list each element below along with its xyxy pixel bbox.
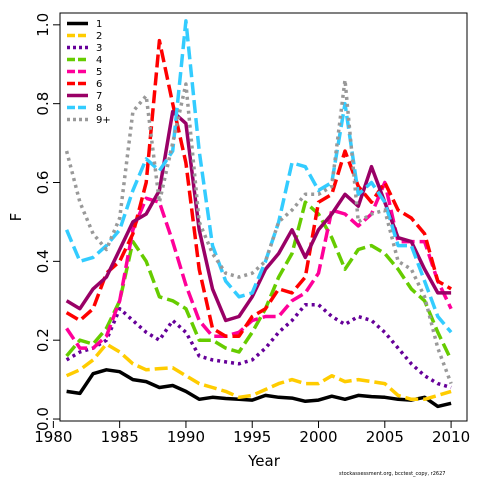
legend-label: 2 bbox=[96, 31, 102, 42]
x-tick-label: 2000 bbox=[299, 428, 337, 446]
series-line-8 bbox=[64, 19, 453, 334]
y-tick-label: 0.8 bbox=[34, 92, 52, 116]
y-axis-title: F bbox=[7, 213, 25, 222]
y-axis: 0.0 0.2 0.4 0.6 0.8 1.0 bbox=[34, 13, 60, 431]
x-tick-label: 1985 bbox=[101, 428, 139, 446]
legend-label: 6 bbox=[96, 79, 102, 90]
series-line-4 bbox=[65, 200, 453, 361]
x-tick-label: 1990 bbox=[167, 428, 205, 446]
y-tick-label: 0.4 bbox=[34, 249, 52, 273]
legend-label: 4 bbox=[96, 55, 102, 66]
x-tick-label: 1995 bbox=[233, 428, 271, 446]
legend-label: 9+ bbox=[96, 115, 111, 126]
series-line-9plus bbox=[64, 78, 453, 385]
x-tick-label: 2005 bbox=[366, 428, 404, 446]
legend-label: 5 bbox=[96, 67, 102, 78]
legend-label: 7 bbox=[96, 91, 102, 102]
x-axis-title: Year bbox=[247, 452, 281, 470]
y-tick-label: 0.6 bbox=[34, 171, 52, 195]
y-tick-label: 0.0 bbox=[34, 407, 52, 431]
legend-label: 1 bbox=[96, 19, 102, 30]
x-tick-label: 2010 bbox=[432, 428, 470, 446]
series-line-2 bbox=[65, 342, 452, 402]
series-line-1 bbox=[66, 368, 452, 409]
credit-text: stockassessment.org, bcctest_copy, r2627 bbox=[339, 471, 446, 477]
legend-label: 8 bbox=[96, 103, 102, 114]
y-tick-label: 0.2 bbox=[34, 328, 52, 352]
series-line-3 bbox=[65, 302, 452, 390]
plot-frame bbox=[59, 12, 468, 422]
legend-label: 3 bbox=[96, 43, 102, 54]
x-tick-label: 1980 bbox=[34, 428, 72, 446]
series-line-6 bbox=[65, 38, 452, 338]
y-tick-label: 1.0 bbox=[34, 13, 52, 37]
x-axis: 1980 1985 1990 1995 2000 2005 2010 bbox=[34, 421, 470, 446]
series-lines bbox=[64, 19, 453, 409]
